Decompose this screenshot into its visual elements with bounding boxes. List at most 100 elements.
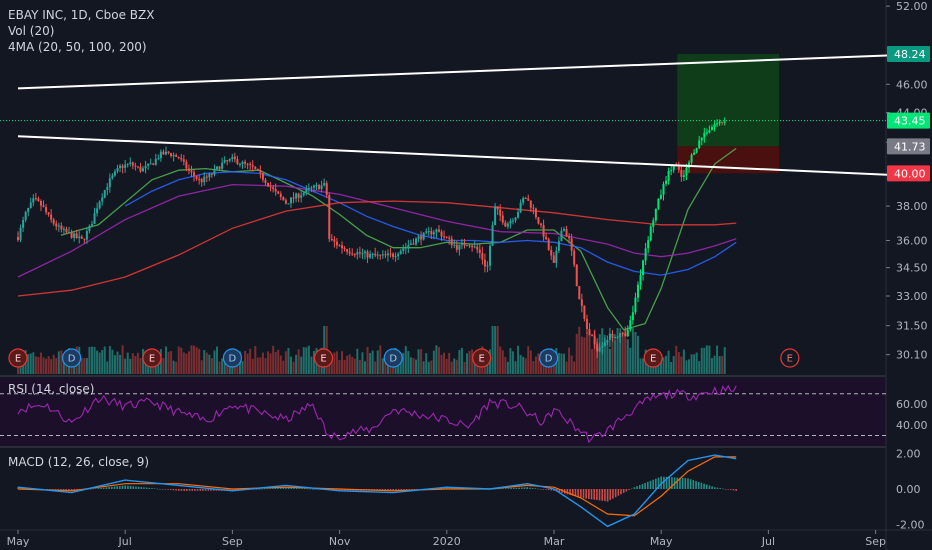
volume-bar [88,346,91,374]
time-tick-label: Sep [865,535,886,548]
macd-histogram-bar [135,486,137,489]
volume-bar [700,347,703,374]
candle-body [284,200,287,204]
candle-body [647,240,650,249]
macd-histogram-bar [569,489,571,496]
candle-body [608,333,611,340]
volume-bar [356,348,359,374]
candle-body [596,344,599,352]
volume-bar [466,353,469,374]
macd-histogram-bar [413,489,416,490]
macd-histogram-bar [68,489,70,491]
volume-bar [682,349,685,374]
candle-body [710,127,713,131]
macd-histogram-bar [727,489,729,490]
macd-histogram-bar [191,489,193,491]
candle-body [121,165,124,168]
candle-body [236,159,239,164]
macd-histogram-bar [312,489,314,490]
volume-bar [667,350,670,374]
candle-body [471,245,474,248]
volume-bar [575,333,578,374]
volume-bar [305,347,308,374]
volume-bar [55,358,58,374]
volume-bar [213,350,216,374]
volume-bar [499,346,502,374]
macd-histogram-bar [537,488,539,490]
macd-histogram-bar [145,487,148,489]
volume-bar [221,358,224,374]
candle-body [695,147,698,153]
candle-body [445,236,448,238]
candle-body [19,227,22,241]
candle-body [540,223,543,226]
volume-bar [195,347,198,374]
volume-bar [333,352,336,374]
volume-bar [565,361,568,374]
candle-body [85,231,88,240]
macd-histogram-bar [199,489,202,491]
candle-body [606,339,609,343]
macd-histogram-bar [129,485,132,489]
candle-body [80,236,83,239]
candle-body [185,161,188,169]
macd-histogram-bar [660,476,662,489]
macd-histogram-bar [588,489,590,499]
candle-body [261,172,264,180]
ma-line-ma20 [60,147,737,331]
macd-histogram-bar [668,477,671,489]
macd-histogram-bar [202,489,204,491]
macd-histogram-bar [19,487,22,489]
macd-histogram-bar [336,489,338,491]
candle-body [119,165,122,168]
candle-body [642,260,645,276]
candle-body [190,170,193,173]
volume-bar [50,359,53,374]
candle-body [351,253,354,255]
volume-bar [580,336,583,374]
candle-body [90,223,93,226]
macd-histogram-bar [121,485,124,489]
macd-histogram-bar [604,489,606,502]
candle-body [177,156,180,159]
candle-body [399,250,402,255]
candle-body [524,197,527,199]
macd-histogram-bar [593,489,595,500]
volume-bar [284,351,287,374]
candle-body [557,241,560,251]
volume-bar [698,361,701,374]
macd-histogram-bar [652,479,654,489]
candle-body [407,244,410,247]
volume-bar [409,357,412,374]
volume-bar [588,333,591,374]
candle-body [93,213,96,224]
volume-bar [187,351,190,374]
candle-body [218,166,221,169]
candle-body [244,161,247,164]
candle-body [453,244,456,246]
volume-bar [98,352,101,374]
candle-body [494,206,497,226]
macd-histogram-bar [49,489,51,490]
candle-body [583,305,586,319]
candle-body [657,198,660,209]
macd-histogram-bar [722,488,724,490]
candle-body [310,187,313,189]
candle-body [320,185,323,189]
candle-body [27,208,30,213]
volume-bar [264,358,267,374]
volume-bar [616,327,619,374]
volume-bar [718,356,721,374]
macd-histogram-bar [196,489,199,491]
candle-body [381,254,384,256]
candle-body [338,245,341,247]
volume-bar [670,361,673,374]
volume-bar [404,346,407,374]
volume-bar [277,349,280,374]
candle-body [318,185,321,189]
event-marker-dividend [539,348,559,368]
candle-body [307,188,310,190]
candle-body [98,201,101,209]
volume-bar [445,358,448,374]
